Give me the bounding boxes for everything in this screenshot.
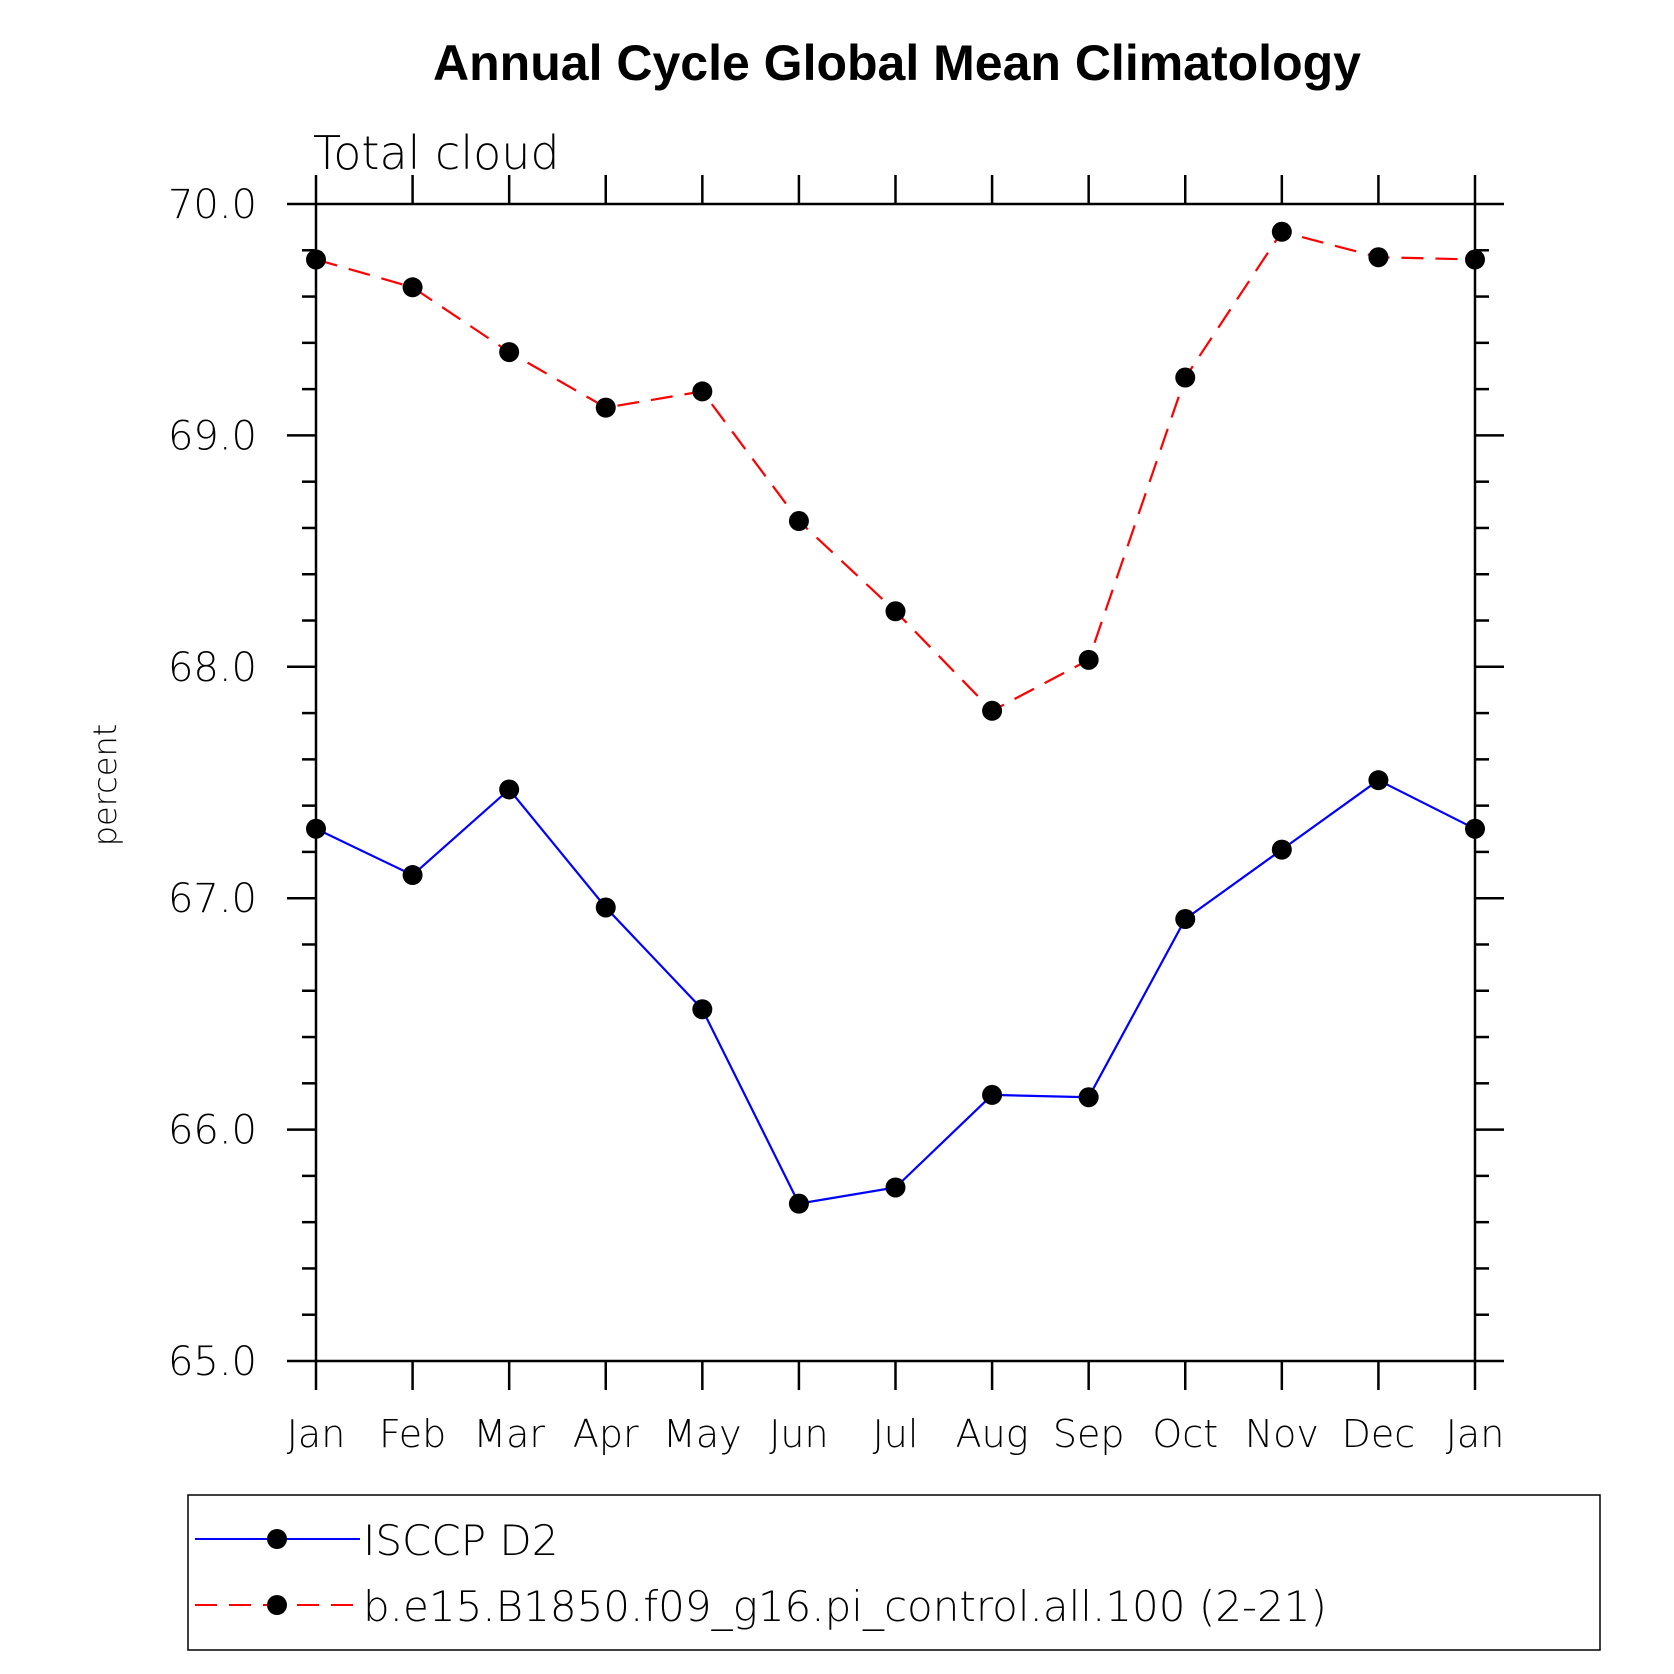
data-point [1175,367,1196,388]
chart-subtitle: Total cloud [313,126,560,180]
x-tick-label: Feb [379,1412,446,1456]
legend-box [187,1494,1601,1651]
series-line-1 [315,230,1476,713]
chart-title: Annual Cycle Global Mean Climatology [433,35,1361,91]
y-tick-label: 66.0 [168,1108,257,1154]
series-lines [315,230,1476,1205]
x-tick-label: Aug [956,1412,1029,1456]
series-line-0 [315,778,1476,1205]
legend-label-isccp: ISCCP D2 [363,1516,558,1565]
legend-swatch-model-marker [267,1595,287,1615]
data-point [885,601,906,622]
data-point [402,865,423,886]
data-point [595,897,616,918]
x-tick-label: Dec [1342,1412,1416,1456]
data-point [885,1177,906,1198]
legend-swatch-isccp-marker [267,1529,287,1549]
x-tick-label: Apr [573,1412,639,1456]
data-point [1078,1087,1099,1108]
data-point [788,1193,809,1214]
data-point [306,249,326,270]
x-tick-label: Jul [873,1412,919,1456]
x-tick-label: Nov [1245,1412,1319,1456]
data-point [982,700,1003,721]
x-tick-label: Jan [1446,1412,1505,1456]
y-axis-label: percent [86,724,124,847]
data-point [982,1084,1003,1105]
data-point [402,277,423,298]
x-tick-label: Mar [473,1412,545,1456]
legend: ISCCP D2 b.e15.B1850.f09_g16.pi_control.… [187,1494,1601,1651]
data-point [788,511,809,532]
x-tick-label: Sep [1053,1412,1125,1456]
data-point [1271,839,1292,860]
data-point [1368,247,1389,268]
y-tick-label: 70.0 [168,182,257,228]
x-tick-label: Jun [769,1412,828,1456]
x-tick-label: Jan [287,1412,346,1456]
data-point [499,779,520,800]
y-tick-label: 69.0 [168,413,257,459]
y-tick-label: 67.0 [168,876,257,922]
data-point [1175,909,1196,930]
data-point [499,342,520,363]
data-point [595,397,616,418]
series-points [306,221,1485,1214]
data-point [692,381,713,402]
y-tick-label: 65.0 [168,1339,257,1385]
data-point [306,818,326,839]
axis-ticks [287,175,1504,1390]
tick-labels: 65.0 66.0 67.0 68.0 69.0 70.0 Jan Feb Mar Apr May J… [168,182,1504,1456]
y-tick-label: 68.0 [168,645,257,691]
x-tick-label: May [663,1412,742,1456]
data-point [692,999,713,1020]
data-point [1271,221,1292,242]
legend-label-model: b.e15.B1850.f09_g16.pi_control.all.100 (… [363,1582,1327,1631]
data-point [1465,249,1485,270]
data-point [1465,818,1485,839]
x-tick-label: Oct [1152,1412,1218,1456]
data-point [1368,770,1389,791]
data-point [1078,649,1099,670]
